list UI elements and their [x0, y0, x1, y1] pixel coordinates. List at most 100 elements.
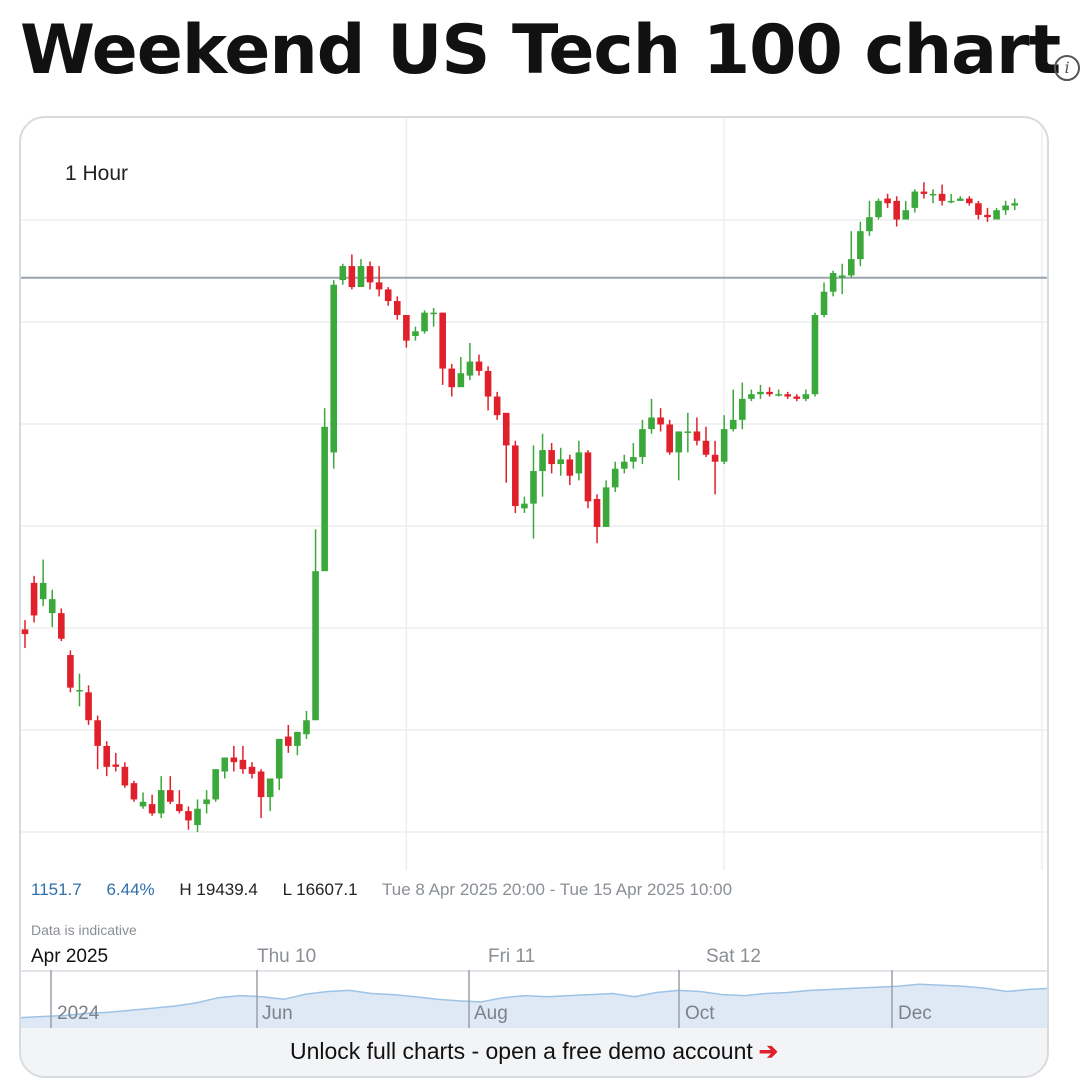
candle-body [993, 210, 1000, 220]
candle-body [112, 764, 120, 767]
candle-body [521, 503, 528, 509]
candle-body [176, 804, 183, 812]
candle-body [902, 210, 910, 220]
candle-body [793, 396, 801, 399]
navigator-label-aug: Aug [474, 1003, 508, 1024]
candle-body [802, 394, 810, 399]
candle-body [484, 370, 492, 397]
candle-body [875, 200, 882, 218]
data-disclaimer: Data is indicative [31, 922, 137, 938]
candle-body [775, 394, 782, 396]
candle-body [575, 452, 583, 474]
candle-body [811, 315, 819, 395]
candle-body [920, 191, 928, 194]
candle-body [294, 731, 301, 746]
candle-body [130, 783, 138, 800]
navigator-label-jun: Jun [262, 1003, 293, 1024]
candle-body [502, 412, 510, 446]
candle-body [666, 424, 673, 453]
demo-account-cta[interactable]: Unlock full charts - open a free demo ac… [21, 1028, 1047, 1076]
candle-body [684, 431, 692, 433]
candle-body [30, 582, 38, 616]
candlestick-chart[interactable] [21, 118, 1049, 870]
candle-body [221, 757, 229, 772]
navigator-line [21, 983, 1047, 1019]
range-navigator[interactable] [21, 970, 1049, 1028]
x-axis-label-start: Apr 2025 [31, 946, 109, 967]
candle-body [847, 259, 855, 276]
candle-body [330, 284, 338, 453]
candle-body [911, 191, 919, 208]
candle-body [466, 361, 474, 376]
candle-body [48, 599, 56, 614]
candle-body [530, 471, 537, 504]
candle-body [884, 198, 891, 204]
candle-body [539, 450, 546, 472]
candle-body [475, 361, 483, 371]
candle-body [739, 398, 746, 420]
candle-body [820, 291, 828, 316]
candle-body [702, 440, 710, 455]
candle-body [602, 487, 610, 527]
candle-body [947, 200, 955, 203]
candle-body [58, 613, 65, 639]
candle-body [275, 738, 283, 779]
candle-body [929, 193, 937, 196]
candle-body [321, 426, 328, 572]
candle-body [938, 193, 946, 201]
candle-body [312, 571, 319, 721]
navigator-label-dec: Dec [898, 1003, 932, 1024]
candle-body [194, 808, 201, 826]
x-axis-label-fri: Fri 11 [488, 946, 536, 967]
candle-body [121, 766, 129, 786]
cta-label: Unlock full charts - open a free demo ac… [289, 1038, 753, 1064]
candle-body [857, 231, 864, 260]
candle-body [838, 275, 846, 278]
candle-body [584, 452, 592, 502]
candle-body [375, 282, 383, 290]
page-title: Weekend US Tech 100 chart [20, 11, 1061, 90]
price-stats: 1151.7 6.44% H 19439.4 L 16607.1 Tue 8 A… [31, 880, 752, 900]
candle-body [757, 391, 764, 395]
candle-body [285, 736, 292, 746]
candle-body [956, 198, 964, 201]
candle-body [230, 757, 238, 763]
candle-body [893, 200, 900, 220]
navigator-label-oct: Oct [685, 1003, 715, 1024]
candle-body [393, 301, 401, 316]
candle-body [829, 273, 837, 292]
candle-body [303, 720, 310, 735]
candle-body [748, 394, 755, 399]
candle-body [357, 266, 365, 288]
date-range: Tue 8 Apr 2025 20:00 - Tue 15 Apr 2025 1… [382, 880, 733, 899]
candle-body [212, 769, 219, 800]
candle-body [421, 312, 428, 332]
candle-body [439, 312, 446, 369]
candle-body [630, 457, 637, 462]
price-low: L 16607.1 [282, 880, 358, 899]
candle-body [139, 801, 147, 807]
candle-body [648, 417, 655, 430]
price-high: H 19439.4 [179, 880, 258, 899]
candle-body [348, 266, 356, 288]
timeframe-selector[interactable]: 1 Hour [65, 162, 129, 185]
candle-body [866, 217, 873, 232]
candle-body [548, 450, 555, 465]
candle-body [984, 214, 991, 218]
candle-body [693, 431, 701, 441]
candle-body [430, 312, 437, 315]
info-icon[interactable]: i [1054, 55, 1080, 81]
candle-body [566, 459, 574, 476]
candle-body [457, 373, 465, 388]
candle-body [85, 692, 92, 721]
candle-body [185, 811, 192, 821]
candle-body [248, 766, 256, 774]
candle-body [166, 790, 174, 802]
candle-body [975, 203, 982, 215]
candle-body [148, 804, 156, 814]
arrow-right-icon: ➔ [758, 1038, 779, 1064]
candle-body [493, 396, 501, 416]
candle-body [39, 582, 47, 600]
candle-body [366, 266, 374, 283]
price-change: 1151.7 [31, 880, 82, 899]
